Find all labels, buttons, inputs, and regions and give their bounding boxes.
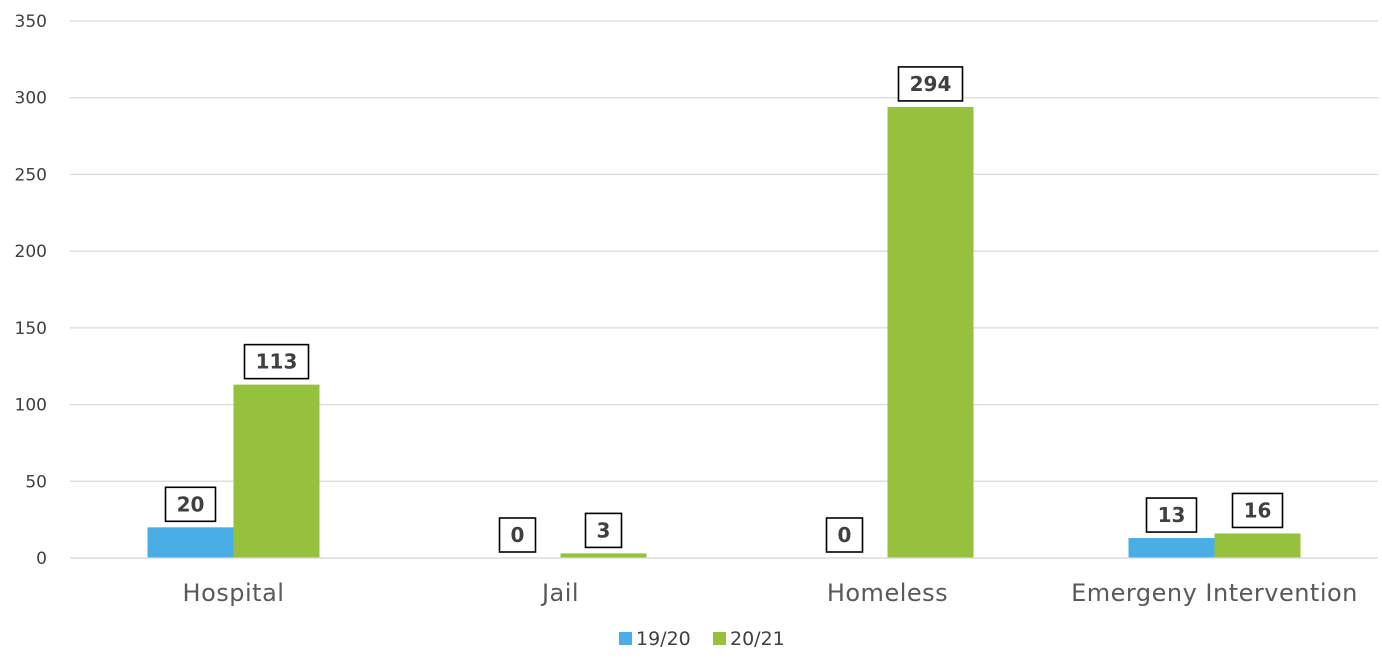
data-label: 294: [910, 72, 952, 96]
legend: 19/20 20/21: [619, 628, 785, 650]
x-category-label: Emergeny Intervention: [1071, 579, 1358, 607]
x-category-label: Hospital: [183, 579, 285, 607]
data-label-box: [498, 517, 537, 553]
data-labels: 20 113 0 3 0 294 13 16: [164, 66, 1284, 553]
legend-label: 20/21: [730, 628, 785, 650]
y-tick-label: 150: [15, 319, 47, 339]
y-tick-label: 100: [15, 396, 47, 416]
y-tick-label: 0: [36, 549, 47, 569]
bars: [147, 106, 1301, 559]
data-label: 0: [838, 523, 852, 547]
y-tick-label: 350: [15, 12, 47, 32]
data-label: 20: [177, 492, 205, 516]
data-label-box: [243, 343, 310, 380]
data-label-box: [897, 66, 964, 102]
x-category-label: Homeless: [827, 579, 948, 607]
data-label-box: [1231, 492, 1284, 529]
data-label-box: [1145, 497, 1198, 533]
legend-swatch: [713, 632, 726, 645]
legend-swatch: [619, 632, 632, 645]
bar-19-20-hospital: [147, 527, 234, 558]
bar-20-21-hospital: [233, 384, 320, 558]
y-tick-label: 250: [15, 165, 47, 185]
y-tick-label: 50: [25, 472, 47, 492]
y-tick-label: 300: [15, 89, 47, 109]
bar-20-21-homeless: [887, 106, 974, 559]
data-label-box: [584, 512, 623, 549]
data-label: 13: [1158, 503, 1186, 527]
data-label-box: [164, 486, 217, 523]
bar-20-21-emergeny-intervention: [1214, 533, 1301, 558]
bar-20-21-jail: [560, 553, 647, 558]
data-label: 3: [597, 518, 611, 542]
x-category-label: Jail: [540, 579, 579, 607]
y-tick-label: 200: [15, 242, 47, 262]
data-label: 113: [256, 350, 298, 374]
data-label: 0: [511, 523, 525, 547]
data-label: 16: [1244, 498, 1272, 522]
bar-19-20-emergeny-intervention: [1128, 538, 1215, 558]
legend-label: 19/20: [636, 628, 691, 650]
data-label-box: [825, 517, 864, 553]
